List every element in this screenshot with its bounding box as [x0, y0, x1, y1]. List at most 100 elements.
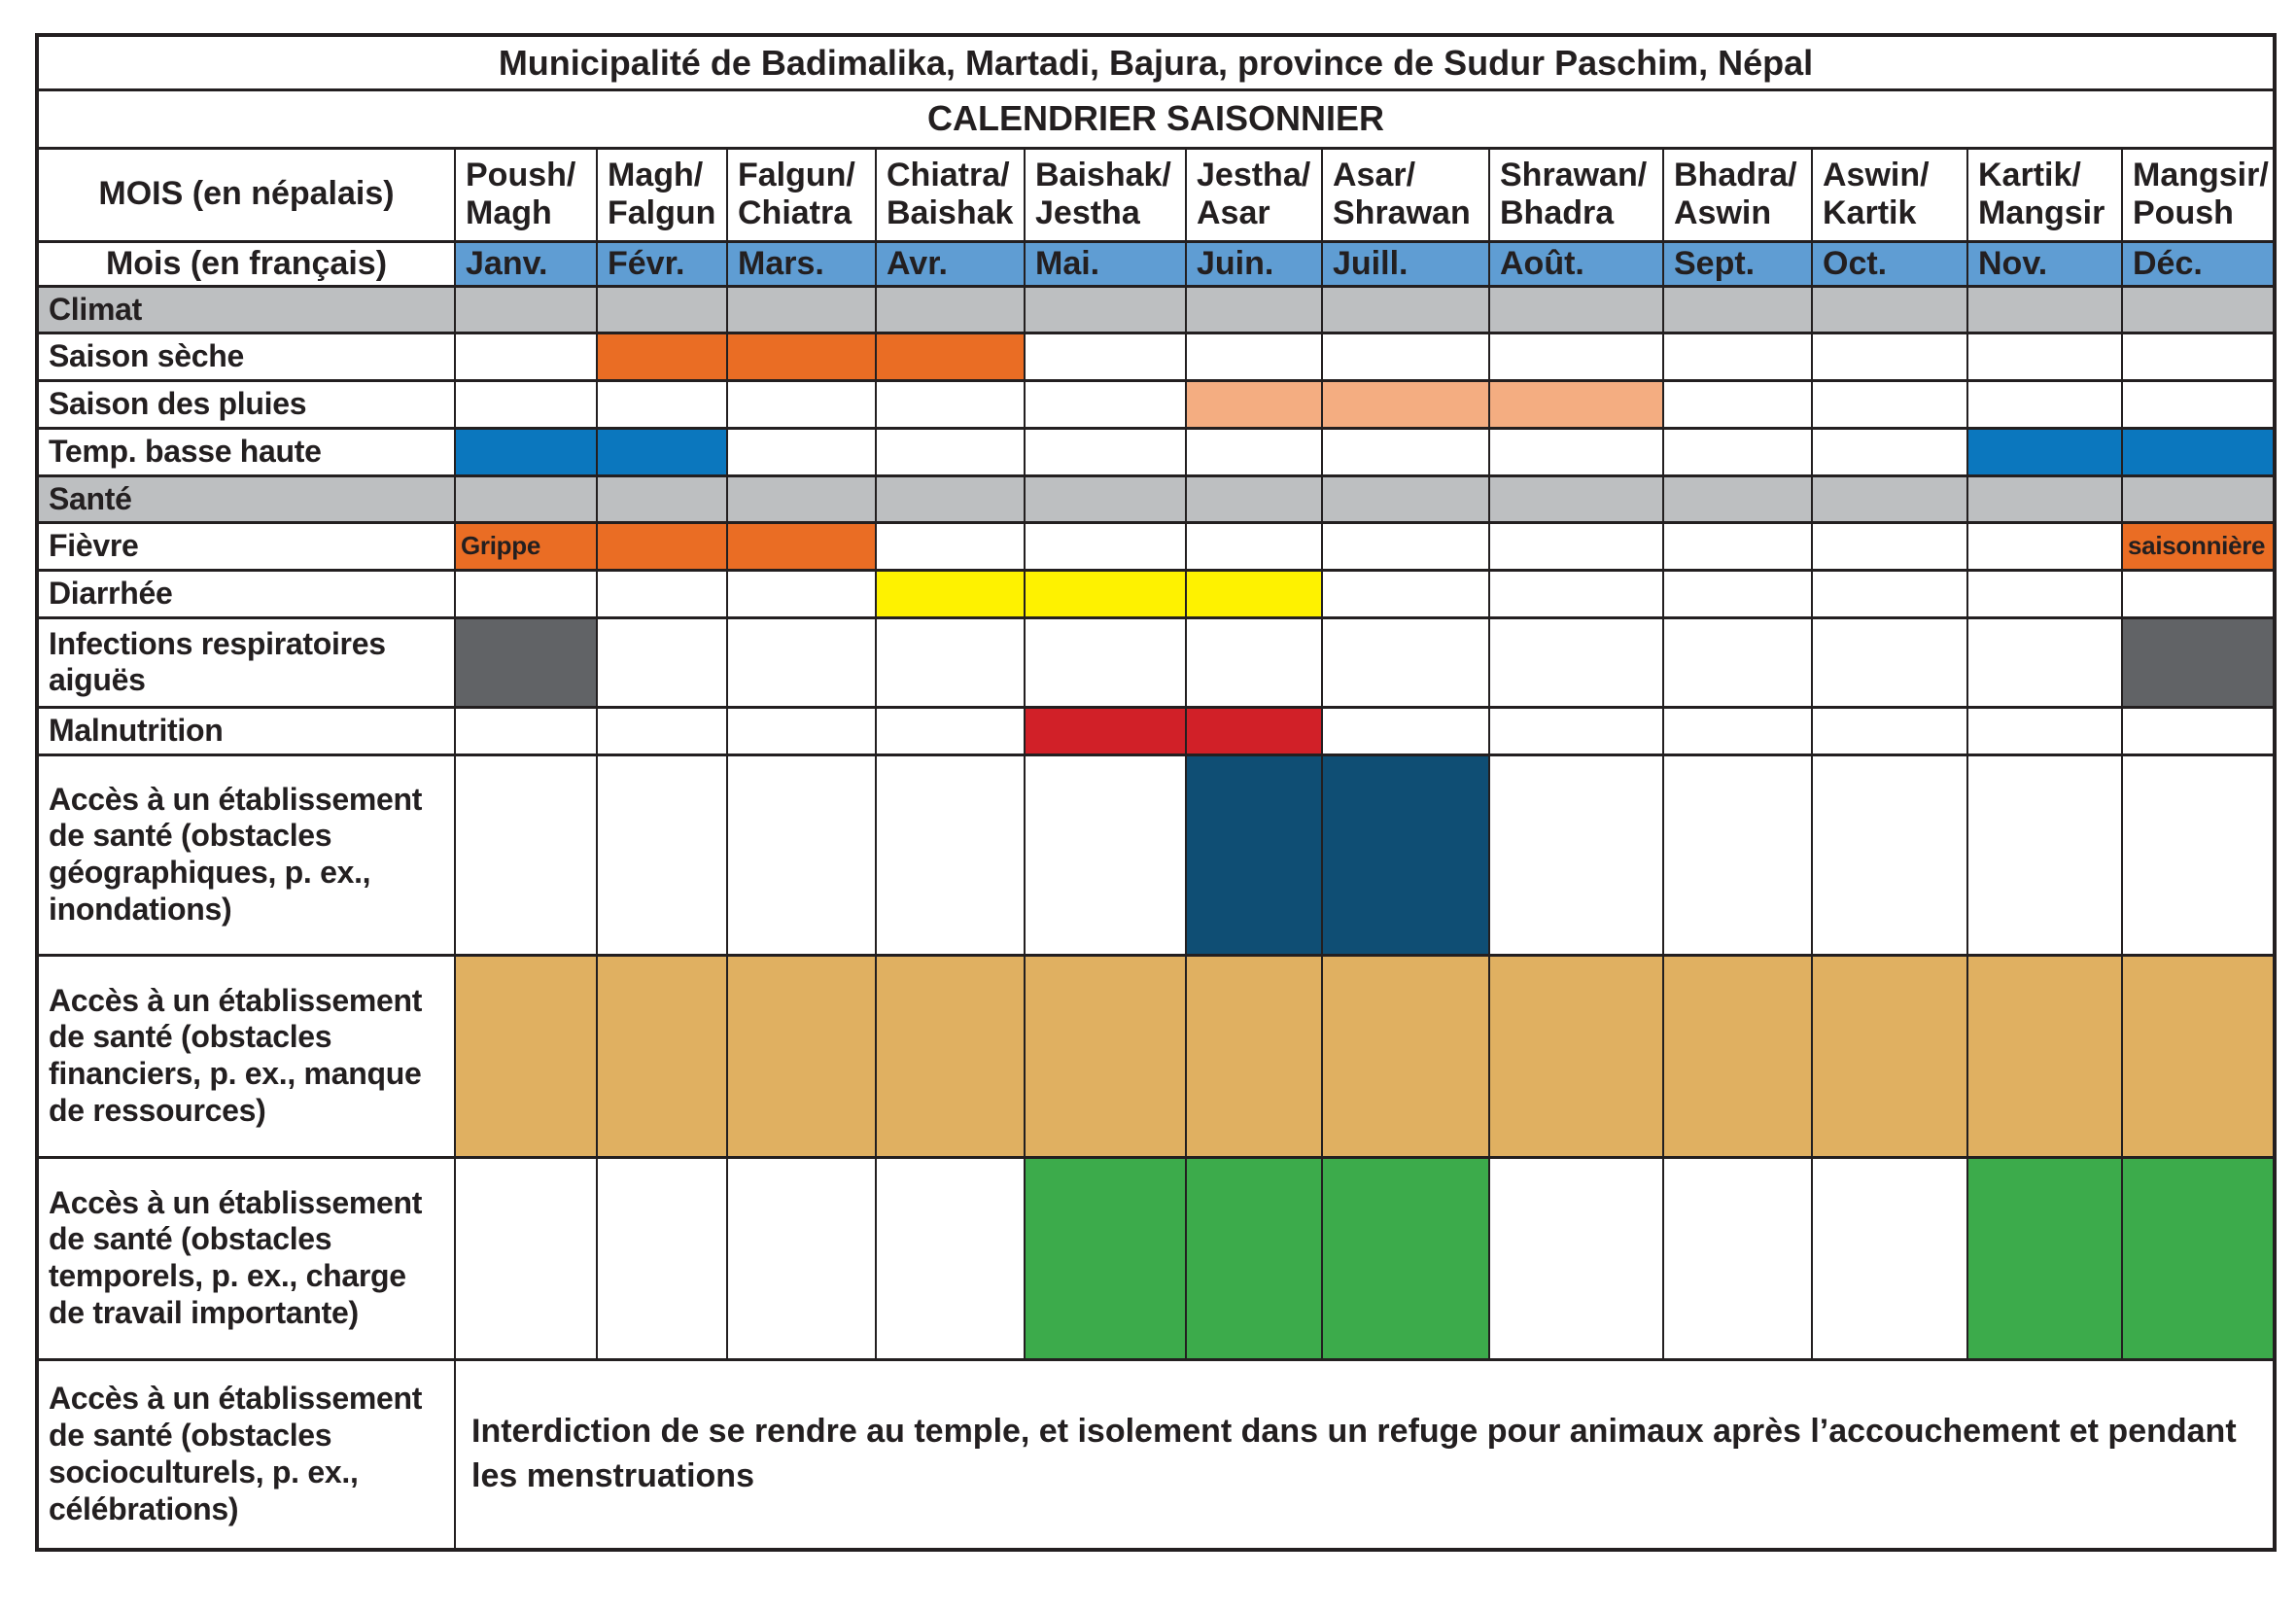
french-month-header-12: Déc. [2121, 239, 2276, 288]
cell-sante-month-3 [726, 473, 877, 525]
cell-climat-month-11 [1966, 284, 2123, 335]
cell-acces-financiers-month-5 [1024, 953, 1187, 1159]
french-month-header-8: Août. [1488, 239, 1664, 288]
row-diarrhee: Diarrhée [36, 569, 2276, 619]
cell-diarrhee-month-5 [1024, 569, 1187, 619]
cell-acces-temporels-month-10 [1811, 1155, 1968, 1361]
cell-acces-temporels-month-5 [1024, 1155, 1187, 1361]
cell-saison-seche-month-9 [1662, 332, 1813, 383]
cell-infections-respiratoires-month-6 [1185, 615, 1323, 709]
nepali-month-header-10: Aswin/ Kartik [1811, 146, 1968, 243]
cell-sante-month-7 [1321, 473, 1490, 525]
cell-acces-financiers-month-7 [1321, 953, 1490, 1159]
cell-acces-financiers-month-1 [454, 953, 598, 1159]
cell-acces-financiers-month-10 [1811, 953, 1968, 1159]
cell-saison-pluies-month-5 [1024, 379, 1187, 430]
cell-acces-temporels-month-3 [726, 1155, 877, 1361]
cell-saison-seche-month-7 [1321, 332, 1490, 383]
note-cell-acces-socioculturels: Interdiction de se rendre au temple, et … [454, 1357, 2276, 1552]
row-sante: Santé [36, 473, 2276, 525]
cell-malnutrition-month-1 [454, 705, 598, 756]
cell-acces-geographiques-month-5 [1024, 753, 1187, 957]
cell-saison-pluies-month-12 [2121, 379, 2276, 430]
nepali-month-header-1: Poush/ Magh [454, 146, 598, 243]
cell-fievre-month-4 [875, 521, 1026, 573]
cell-fievre-month-6 [1185, 521, 1323, 573]
nepali-month-header-3: Falgun/ Chiatra [726, 146, 877, 243]
cell-sante-month-11 [1966, 473, 2123, 525]
cell-temp-basse-haute-month-1 [454, 426, 598, 477]
cell-infections-respiratoires-month-7 [1321, 615, 1490, 709]
cell-sante-month-9 [1662, 473, 1813, 525]
row-acces-temporels: Accès à un établissement de santé (obsta… [36, 1155, 2276, 1361]
cell-temp-basse-haute-month-7 [1321, 426, 1490, 477]
cell-acces-geographiques-month-8 [1488, 753, 1664, 957]
nepali-month-header-7: Asar/ Shrawan [1321, 146, 1490, 243]
cell-saison-pluies-month-6 [1185, 379, 1323, 430]
cell-saison-pluies-month-4 [875, 379, 1026, 430]
cell-acces-geographiques-month-12 [2121, 753, 2276, 957]
cell-infections-respiratoires-month-10 [1811, 615, 1968, 709]
french-month-header-10: Oct. [1811, 239, 1968, 288]
cell-sante-month-1 [454, 473, 598, 525]
cell-acces-temporels-month-12 [2121, 1155, 2276, 1361]
cell-acces-geographiques-month-11 [1966, 753, 2123, 957]
cell-temp-basse-haute-month-2 [596, 426, 728, 477]
french-months-label: Mois (en français) [36, 239, 456, 288]
cell-infections-respiratoires-month-3 [726, 615, 877, 709]
nepali-month-header-6: Jestha/ Asar [1185, 146, 1323, 243]
cell-saison-seche-month-12 [2121, 332, 2276, 383]
row-saison-pluies: Saison des pluies [36, 379, 2276, 430]
cell-fievre-month-2 [596, 521, 728, 573]
cell-fievre-month-12: saisonnière [2121, 521, 2276, 573]
cell-malnutrition-month-2 [596, 705, 728, 756]
cell-saison-pluies-month-11 [1966, 379, 2123, 430]
row-fievre: Fièvre Grippe saisonnière [36, 521, 2276, 573]
cell-saison-seche-month-5 [1024, 332, 1187, 383]
row-label-sante: Santé [36, 473, 456, 525]
cell-acces-geographiques-month-7 [1321, 753, 1490, 957]
cell-acces-temporels-month-7 [1321, 1155, 1490, 1361]
row-acces-socioculturels: Accès à un établissement de santé (obsta… [36, 1357, 2276, 1552]
cell-fievre-month-7 [1321, 521, 1490, 573]
row-label-saison-seche: Saison sèche [36, 332, 456, 383]
cell-infections-respiratoires-month-2 [596, 615, 728, 709]
nepali-month-header-8: Shrawan/ Bhadra [1488, 146, 1664, 243]
cell-diarrhee-month-2 [596, 569, 728, 619]
row-label-infections-respiratoires: Infections respiratoires aiguës [36, 615, 456, 709]
cell-diarrhee-month-11 [1966, 569, 2123, 619]
cell-acces-financiers-month-9 [1662, 953, 1813, 1159]
cell-acces-temporels-month-1 [454, 1155, 598, 1361]
nepali-month-header-5: Baishak/ Jestha [1024, 146, 1187, 243]
cell-saison-pluies-month-10 [1811, 379, 1968, 430]
cell-temp-basse-haute-month-10 [1811, 426, 1968, 477]
french-month-header-3: Mars. [726, 239, 877, 288]
row-temp-basse-haute: Temp. basse haute [36, 426, 2276, 477]
cell-saison-seche-month-6 [1185, 332, 1323, 383]
cell-temp-basse-haute-month-11 [1966, 426, 2123, 477]
title-row: Municipalité de Badimalika, Martadi, Baj… [36, 33, 2276, 91]
cell-sante-month-6 [1185, 473, 1323, 525]
cell-acces-financiers-month-12 [2121, 953, 2276, 1159]
cell-temp-basse-haute-month-3 [726, 426, 877, 477]
cell-climat-month-9 [1662, 284, 1813, 335]
cell-climat-month-2 [596, 284, 728, 335]
nepali-month-header-11: Kartik/ Mangsir [1966, 146, 2123, 243]
cell-sante-month-4 [875, 473, 1026, 525]
cell-fievre-month-5 [1024, 521, 1187, 573]
table-subtitle: CALENDRIER SAISONNIER [36, 88, 2276, 150]
cell-acces-temporels-month-2 [596, 1155, 728, 1361]
cell-diarrhee-month-8 [1488, 569, 1664, 619]
cell-climat-month-8 [1488, 284, 1664, 335]
cell-saison-seche-month-1 [454, 332, 598, 383]
cell-temp-basse-haute-month-8 [1488, 426, 1664, 477]
cell-infections-respiratoires-month-5 [1024, 615, 1187, 709]
cell-fievre-month-8 [1488, 521, 1664, 573]
cell-sante-month-5 [1024, 473, 1187, 525]
cell-climat-month-7 [1321, 284, 1490, 335]
row-acces-financiers: Accès à un établissement de santé (obsta… [36, 953, 2276, 1159]
cell-acces-geographiques-month-3 [726, 753, 877, 957]
row-malnutrition: Malnutrition [36, 705, 2276, 756]
nepali-month-header-2: Magh/ Falgun [596, 146, 728, 243]
row-acces-geographiques: Accès à un établissement de santé (obsta… [36, 753, 2276, 957]
